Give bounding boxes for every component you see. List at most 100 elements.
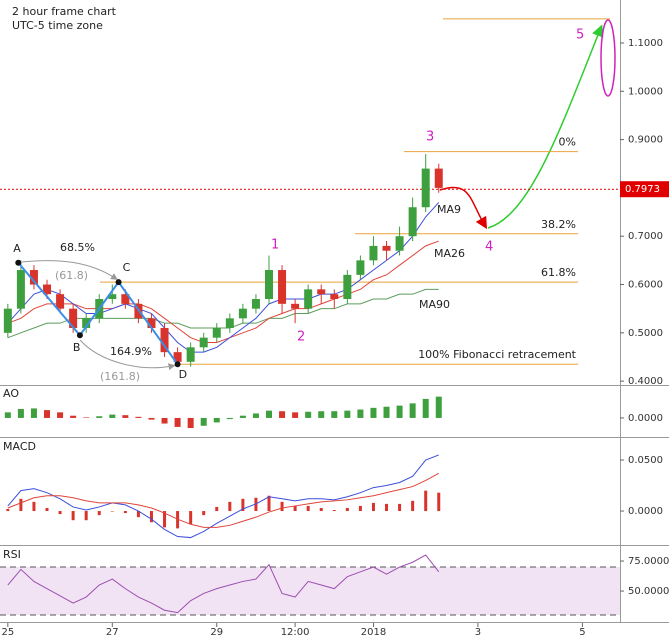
ratio-label: (61.8) bbox=[55, 269, 88, 282]
macd-bar bbox=[437, 492, 441, 512]
ao-bar bbox=[57, 412, 64, 418]
candle-body bbox=[251, 299, 260, 309]
candle-body bbox=[382, 245, 391, 251]
macd-bar bbox=[19, 498, 23, 512]
fib-label: 100% Fibonacci retracement bbox=[418, 348, 576, 361]
x-tick-label: 3 bbox=[475, 627, 481, 638]
ao-bar bbox=[252, 413, 259, 418]
fib-label: 38.2% bbox=[541, 218, 576, 231]
ma-line bbox=[7, 202, 440, 353]
macd-bar bbox=[371, 502, 375, 512]
ao-bar bbox=[318, 411, 325, 418]
ao-bar bbox=[292, 412, 299, 418]
ma-label: MA26 bbox=[434, 247, 465, 260]
ao-bar bbox=[344, 410, 351, 418]
macd-bar bbox=[293, 505, 297, 512]
ao-bar bbox=[435, 396, 442, 418]
macd-bar bbox=[241, 498, 245, 512]
macd-bar bbox=[358, 505, 362, 512]
y-tick-label: 0.4000 bbox=[628, 376, 663, 387]
candle-body bbox=[186, 347, 195, 362]
ratio-label: 68.5% bbox=[60, 241, 95, 254]
ao-bar bbox=[396, 405, 403, 418]
ao-bar bbox=[96, 416, 103, 418]
ao-bar bbox=[70, 415, 77, 418]
panel-title: RSI bbox=[3, 548, 21, 561]
y-tick-label: 0.0000 bbox=[628, 413, 663, 424]
macd-bar bbox=[411, 500, 415, 512]
ao-bar bbox=[44, 410, 51, 418]
candle-body bbox=[238, 308, 247, 319]
ao-bar bbox=[4, 412, 11, 418]
ma-line bbox=[7, 288, 439, 339]
projection-up bbox=[487, 24, 604, 229]
candle-body bbox=[108, 294, 117, 300]
abcd-point bbox=[15, 259, 22, 266]
ratio-label: 164.9% bbox=[110, 345, 152, 358]
macd-bar bbox=[123, 511, 127, 514]
candle-body bbox=[82, 318, 91, 328]
chart-title: 2 hour frame chart bbox=[12, 5, 117, 18]
macd-bar bbox=[319, 507, 323, 512]
ao-bar bbox=[226, 417, 233, 420]
ao-bar bbox=[265, 410, 272, 418]
fib-label: 0% bbox=[559, 136, 576, 149]
x-tick-label: 27 bbox=[106, 627, 119, 638]
macd-bar bbox=[228, 501, 232, 512]
wave-label: 1 bbox=[271, 238, 279, 253]
candle-body bbox=[421, 168, 430, 208]
ao-bar bbox=[213, 417, 220, 423]
candle-body bbox=[212, 327, 221, 338]
ao-bar bbox=[135, 416, 142, 418]
y-tick-label: 0.6000 bbox=[628, 280, 663, 291]
candle-body bbox=[69, 308, 78, 328]
macd-bar bbox=[398, 503, 402, 512]
macd-bar bbox=[32, 501, 36, 512]
macd-bar bbox=[136, 511, 140, 518]
macd-bar bbox=[267, 495, 271, 512]
abcd-label: B bbox=[73, 341, 81, 354]
ao-bar bbox=[174, 417, 181, 427]
chart-subtitle: UTC-5 time zone bbox=[12, 19, 103, 32]
candle-body bbox=[173, 352, 182, 362]
macd-bar bbox=[58, 511, 62, 515]
y-tick-label: 75.0000 bbox=[628, 556, 669, 567]
y-tick-label: 0.9000 bbox=[628, 135, 663, 146]
ao-bar bbox=[305, 411, 312, 418]
wave-label: 5 bbox=[576, 28, 584, 43]
candle-body bbox=[160, 327, 169, 353]
candle-body bbox=[395, 236, 404, 251]
abcd-point bbox=[174, 361, 181, 368]
macd-bar bbox=[306, 505, 310, 512]
macd-bar bbox=[163, 511, 167, 528]
abcd-point bbox=[115, 279, 122, 286]
wave-label: 3 bbox=[426, 130, 434, 145]
x-tick-label: 5 bbox=[579, 627, 585, 638]
candle-body bbox=[369, 245, 378, 261]
rsi-line bbox=[7, 554, 440, 614]
ma-line bbox=[7, 240, 439, 343]
ao-bar bbox=[30, 408, 37, 418]
macd-bar bbox=[345, 507, 349, 512]
candle-body bbox=[408, 207, 417, 237]
ao-bar bbox=[239, 415, 246, 418]
last-price-label: 0.7973 bbox=[625, 184, 660, 195]
abcd-label: A bbox=[13, 242, 21, 255]
candle-body bbox=[29, 270, 38, 285]
x-tick-label: 29 bbox=[210, 627, 223, 638]
ao-bar bbox=[187, 417, 194, 429]
projection-down bbox=[439, 186, 488, 230]
ao-bar bbox=[370, 407, 377, 418]
y-tick-label: 1.1000 bbox=[628, 38, 663, 49]
y-tick-label: 0.7000 bbox=[628, 231, 663, 242]
y-tick-label: 0.0500 bbox=[628, 455, 663, 466]
candle-body bbox=[3, 308, 12, 333]
abcd-label: C bbox=[123, 261, 131, 274]
candle-body bbox=[434, 168, 443, 188]
macd-bar bbox=[6, 508, 10, 512]
macd-bar bbox=[332, 510, 336, 512]
abcd-point bbox=[76, 332, 83, 339]
fib-label: 61.8% bbox=[541, 266, 576, 279]
ao-bar bbox=[357, 409, 364, 418]
